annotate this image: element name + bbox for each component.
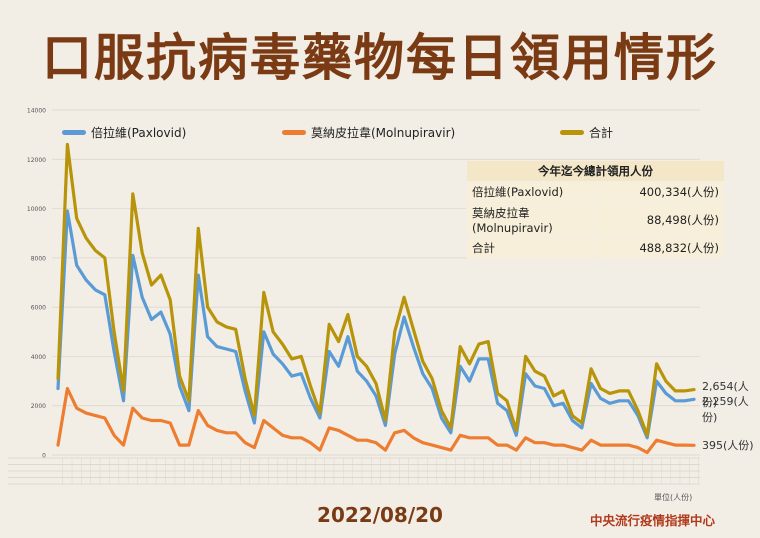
- y-tick-label: 2000: [31, 403, 46, 410]
- legend-item-total: 合計: [560, 124, 613, 141]
- summary-row: 莫納皮拉韋(Molnupiravir) 88,498(人份): [466, 202, 725, 238]
- legend-label-paxlovid: 倍拉維(Paxlovid): [91, 126, 187, 140]
- series-line-molnupiravir: [56, 386, 696, 455]
- summary-value: 400,334(人份): [593, 181, 725, 203]
- series-line-paxlovid: [56, 209, 696, 440]
- page-title: 口服抗病毒藥物每日領用情形: [42, 29, 718, 87]
- summary-header: 今年迄今總計領用人份: [466, 160, 725, 182]
- y-axis: 0 2000 4000 6000 8000 10000 12000 14000: [27, 108, 46, 460]
- y-tick-label: 12000: [27, 157, 46, 164]
- summary-name: 倍拉維(Paxlovid): [466, 181, 594, 203]
- legend-label-total: 合計: [589, 126, 614, 140]
- chart-lines: [56, 142, 696, 455]
- legend-item-molnupiravir: 莫納皮拉韋(Molnupiravir): [282, 124, 455, 141]
- y-tick-label: 8000: [31, 255, 46, 262]
- y-tick-label: 14000: [27, 108, 46, 115]
- y-tick-label: 10000: [27, 206, 46, 213]
- report-date: 2022/08/20: [317, 503, 443, 527]
- y-tick-label: 6000: [31, 305, 46, 312]
- series-line-total: [56, 142, 696, 437]
- y-tick-label: 0: [42, 453, 46, 460]
- legend-swatch-molnupiravir: [282, 130, 306, 135]
- legend-item-paxlovid: 倍拉維(Paxlovid): [62, 124, 186, 141]
- summary-value: 88,498(人份): [593, 202, 725, 238]
- legend-swatch-paxlovid: [62, 130, 86, 135]
- summary-table: 今年迄今總計領用人份 倍拉維(Paxlovid) 400,334(人份) 莫納皮拉…: [466, 160, 725, 259]
- end-label-paxlovid: 2,259(人份): [702, 395, 749, 424]
- summary-row: 合計 488,832(人份): [466, 237, 725, 259]
- unit-label: 單位(人份): [654, 493, 693, 502]
- end-label-total: 2,654(人份): [702, 380, 749, 409]
- end-label-molnupiravir: 395(人份): [702, 439, 754, 452]
- data-table-strip: [8, 457, 700, 485]
- summary-name: 合計: [466, 237, 594, 259]
- legend-label-molnupiravir: 莫納皮拉韋(Molnupiravir): [311, 126, 456, 140]
- legend-swatch-total: [560, 130, 584, 135]
- chart-grid: [52, 109, 700, 456]
- y-tick-label: 4000: [31, 354, 46, 361]
- organization-name: 中央流行疫情指揮中心: [590, 513, 716, 528]
- summary-row: 倍拉維(Paxlovid) 400,334(人份): [466, 181, 725, 203]
- summary-value: 488,832(人份): [593, 237, 725, 259]
- summary-name: 莫納皮拉韋(Molnupiravir): [466, 202, 594, 238]
